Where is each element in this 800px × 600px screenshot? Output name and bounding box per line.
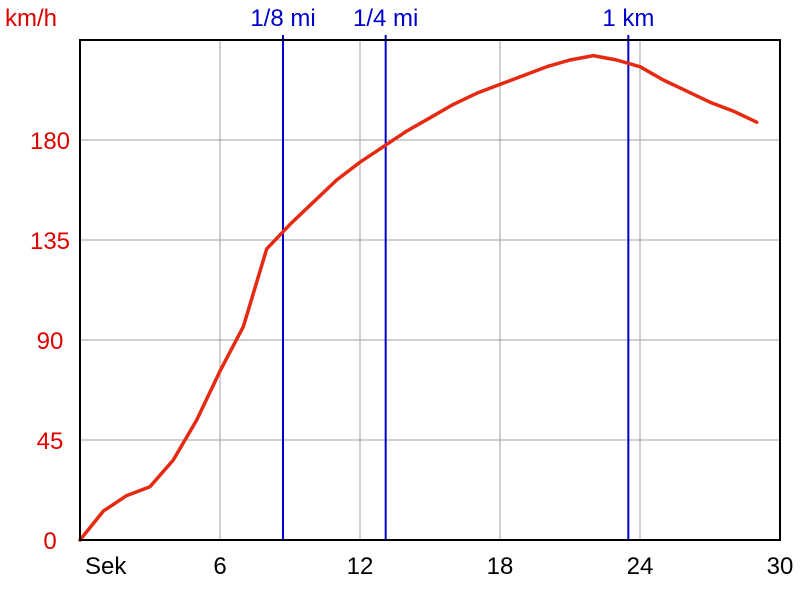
y-unit-label: km/h xyxy=(5,5,57,32)
y-tick-label: 90 xyxy=(37,328,64,355)
gridlines xyxy=(80,40,780,540)
x-tick-label: 24 xyxy=(627,553,654,580)
y-tick-label: 180 xyxy=(30,128,70,155)
series-layer xyxy=(78,53,759,542)
x-tick-label: 6 xyxy=(213,553,226,580)
x-tick-label: 12 xyxy=(347,553,374,580)
y-tick-label: 45 xyxy=(37,428,64,455)
plot-area-frame xyxy=(79,39,781,541)
x-axis-ticks: 6 12 18 24 30 xyxy=(213,553,793,580)
x-unit-label: Sek xyxy=(85,553,127,580)
y-tick-label: 0 xyxy=(43,528,56,555)
distance-markers: 1/8 mi 1/4 mi 1 km xyxy=(250,5,654,540)
x-tick-label: 18 xyxy=(487,553,514,580)
distance-marker-label: 1/4 mi xyxy=(353,5,418,32)
y-tick-label: 135 xyxy=(30,228,70,255)
x-tick-label: 30 xyxy=(767,553,794,580)
distance-marker-label: 1/8 mi xyxy=(250,5,315,32)
y-axis-ticks: 0 45 90 135 180 xyxy=(30,128,70,555)
distance-marker-label: 1 km xyxy=(602,5,654,32)
speed-series-line xyxy=(78,53,759,542)
